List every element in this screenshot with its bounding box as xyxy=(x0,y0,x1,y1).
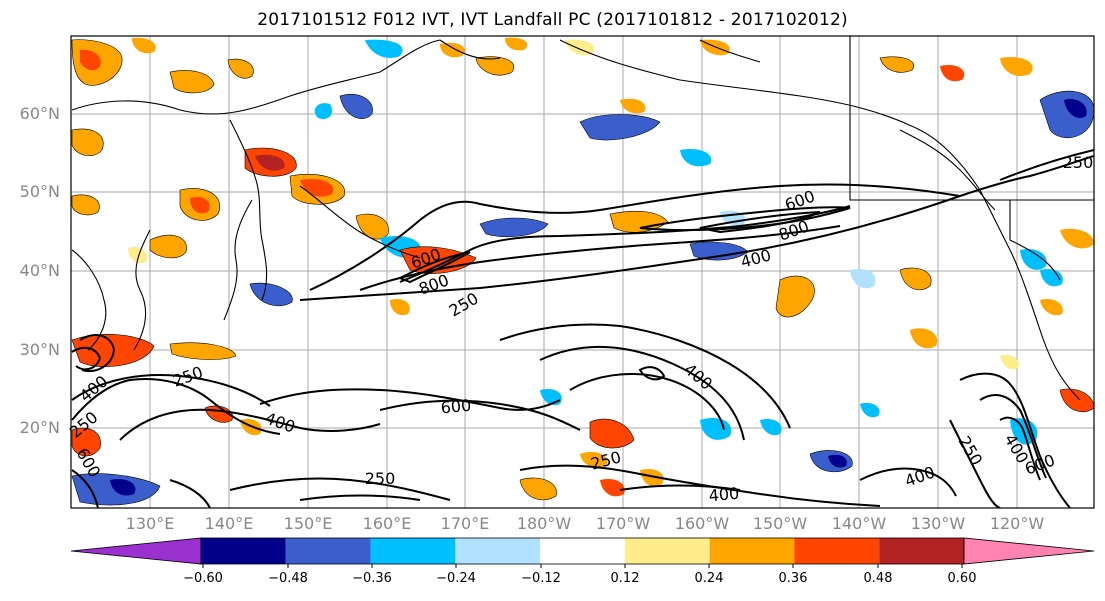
contour-label: 250 xyxy=(1063,153,1094,172)
colorbar-swatch xyxy=(201,538,286,564)
latitude-label: 30°N xyxy=(19,340,60,359)
latitude-label: 20°N xyxy=(19,418,60,437)
colorbar-outline xyxy=(200,537,965,565)
colorbar-swatch xyxy=(455,538,541,564)
colorbar-tick-label: 0.48 xyxy=(863,571,893,586)
longitude-label: 140°E xyxy=(204,514,254,533)
longitude-label: 130°W xyxy=(910,514,966,533)
colorbar-tick-label: −0.48 xyxy=(268,571,308,586)
colorbar-swatch xyxy=(540,538,625,564)
ivt-contours xyxy=(71,149,1094,508)
map-frame xyxy=(70,35,1095,509)
longitude-label: 140°W xyxy=(831,514,887,533)
colorbar-tick-label: −0.24 xyxy=(436,571,476,586)
colorbar-swatch xyxy=(879,538,964,564)
colorbar-tick-label: 0.24 xyxy=(694,571,724,586)
colorbar-swatch xyxy=(794,538,880,564)
colorbar-tick-label: −0.12 xyxy=(521,571,561,586)
colorbar-swatch xyxy=(285,538,371,564)
colorbar-swatch xyxy=(709,538,795,564)
longitude-label: 150°W xyxy=(752,514,808,533)
figure-title: 2017101512 F012 IVT, IVT Landfall PC (20… xyxy=(257,10,848,30)
colorbar-extend-high xyxy=(963,537,1095,565)
longitude-label: 120°W xyxy=(989,514,1045,533)
colorbar-tick-label: 0.60 xyxy=(947,571,977,586)
contour-label: 250 xyxy=(365,469,396,488)
colorbar-tick-label: 0.12 xyxy=(610,571,640,586)
colorbar-extend-low xyxy=(70,537,202,565)
colorbar-swatch xyxy=(624,538,710,564)
longitude-label: 170°E xyxy=(440,514,490,533)
colorbar-tick-label: −0.36 xyxy=(352,571,392,586)
colorbar-tick-label: 0.36 xyxy=(778,571,808,586)
latitude-label: 50°N xyxy=(19,182,60,201)
longitude-label: 160°E xyxy=(362,514,412,533)
colorbar xyxy=(70,537,1095,568)
latitude-label: 40°N xyxy=(19,261,60,280)
colorbar-swatch xyxy=(370,538,456,564)
longitude-label: 160°W xyxy=(674,514,730,533)
map-background xyxy=(71,36,1094,508)
contour-label: 400 xyxy=(708,484,740,506)
longitude-label: 150°E xyxy=(283,514,333,533)
longitude-label: 170°W xyxy=(595,514,651,533)
contour-label: 600 xyxy=(440,396,472,418)
latitude-label: 60°N xyxy=(19,104,60,123)
ivt-pc-shading xyxy=(71,37,1094,506)
longitude-label: 180°W xyxy=(516,514,572,533)
colorbar-tick-label: −0.60 xyxy=(183,571,223,586)
coastlines xyxy=(71,36,1094,401)
longitude-label: 130°E xyxy=(125,514,175,533)
